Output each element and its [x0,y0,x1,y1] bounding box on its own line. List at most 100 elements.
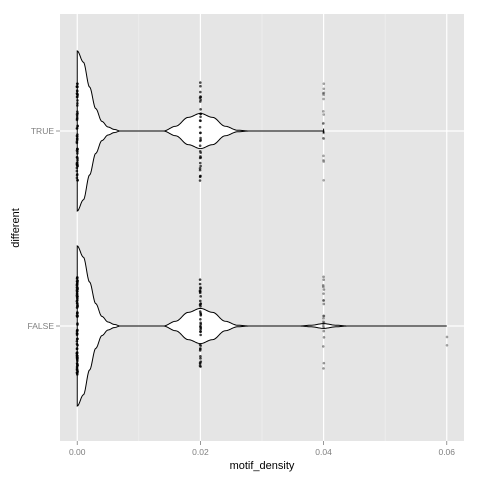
x-tick-label: 0.04 [315,447,332,457]
data-point [198,161,202,165]
data-point [75,95,79,99]
data-point [75,116,79,120]
data-point [76,112,79,115]
data-point [321,345,325,348]
data-point [76,93,79,97]
data-point [76,299,79,302]
data-point [76,354,79,358]
data-point [322,154,325,158]
data-point [199,286,202,289]
data-point [199,115,202,119]
data-point [75,176,79,180]
data-point [75,82,79,85]
data-point [321,92,325,95]
data-point [198,119,202,122]
data-point [75,114,79,118]
x-tick-label: 0.02 [192,447,209,457]
data-point [75,173,79,176]
data-point [322,275,325,279]
data-point [322,97,325,101]
data-point [76,276,79,279]
data-point [199,302,202,306]
data-point [322,329,326,333]
y-axis-title: different [10,208,22,248]
data-point [445,335,449,339]
data-point [322,160,325,163]
data-point [322,320,325,323]
data-point [198,282,202,286]
data-point [321,283,325,287]
data-point [199,81,202,84]
x-tick-label: 0.06 [438,447,455,457]
data-point [75,118,79,122]
data-point [322,292,325,295]
data-point [199,330,202,333]
data-point [198,131,202,135]
data-point [75,135,79,138]
data-point [322,321,326,325]
data-point [199,139,202,143]
data-point [76,328,79,332]
data-point [198,174,202,178]
data-point [76,104,79,107]
data-point [75,127,79,130]
data-point [322,367,325,370]
data-point [322,278,325,282]
data-point [322,324,325,328]
data-point [198,167,202,170]
data-point [199,333,202,337]
data-point [322,87,326,91]
data-point [199,107,202,111]
data-point [75,279,79,283]
violin-layer [76,50,447,407]
data-point [75,149,79,152]
data-point [322,285,325,289]
data-point [76,290,79,293]
tick-label-layer: 0.00 0.02 0.04 0.06 TRUE FALSE [28,126,456,457]
data-point [199,354,202,358]
data-point [75,347,79,350]
data-point [322,299,325,302]
data-point [76,311,79,314]
violin-true [76,50,325,212]
data-point [198,362,202,366]
data-point [322,110,325,113]
data-point [198,168,202,172]
data-point [199,326,203,330]
data-point [76,101,79,105]
data-point [75,301,79,305]
data-point [199,136,202,140]
data-point [198,290,202,293]
data-point [322,130,325,133]
data-point [76,343,79,347]
data-point [321,122,325,125]
data-point [198,144,202,148]
data-point [199,90,202,94]
y-tick-label: FALSE [28,321,55,331]
data-point [198,343,202,346]
data-point [198,349,202,352]
data-point [198,278,202,281]
data-point [76,337,79,341]
data-point [75,351,79,355]
data-point [199,313,203,317]
x-axis-title: motif_density [230,460,295,472]
data-point [76,84,79,88]
data-point [198,179,202,182]
data-point [76,287,79,291]
data-point [76,323,79,326]
data-point [76,179,79,182]
data-point [75,161,79,165]
data-point [322,121,325,125]
data-point [75,306,79,309]
data-point [199,156,203,159]
data-point [199,151,202,154]
data-point [76,314,79,318]
data-point [76,359,79,363]
data-point [322,336,326,339]
data-point [199,112,202,116]
data-point [445,343,449,347]
data-point [322,322,325,326]
data-point [75,169,79,173]
